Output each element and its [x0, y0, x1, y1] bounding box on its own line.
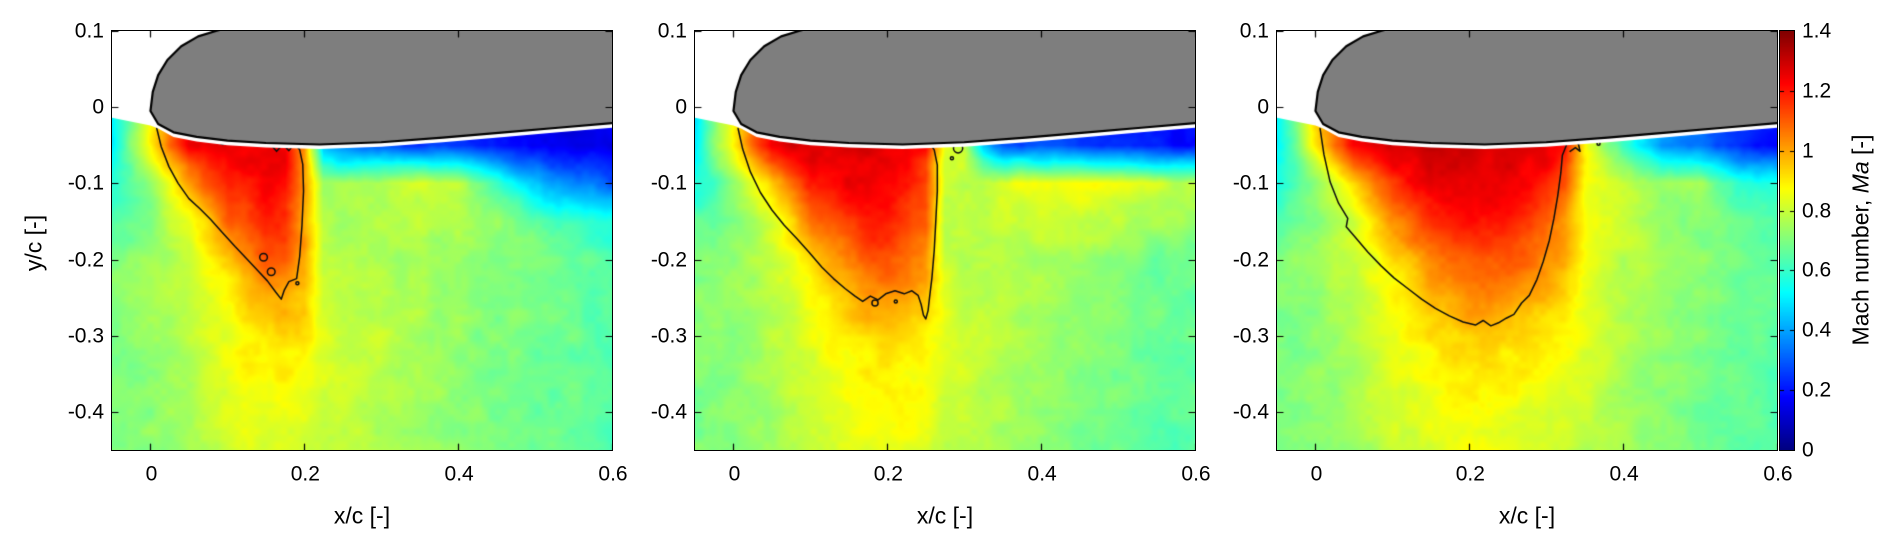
mach-field-canvas-1 [112, 31, 612, 450]
mach-field-canvas-2 [695, 31, 1195, 450]
panel-1-plot [111, 30, 613, 451]
colorbar-tick-label: 1 [1802, 139, 1814, 163]
colorbar-tick-label: 0 [1802, 438, 1814, 462]
x-tick-label-p1: 0.2 [290, 462, 320, 486]
y-tick-label-p1: -0.3 [67, 324, 104, 348]
colorbar-title-unit: [-] [1847, 134, 1874, 162]
y-tick-label-p2: -0.1 [650, 171, 687, 195]
y-tick-label-p1: 0.1 [74, 19, 104, 43]
y-tick-label-p3: 0 [1257, 95, 1269, 119]
x-tick-label-p2: 0.4 [1027, 462, 1057, 486]
colorbar-tick-label: 0.6 [1802, 258, 1832, 282]
x-tick-label-p1: 0.4 [444, 462, 474, 486]
x-tick-label-p2: 0.6 [1181, 462, 1211, 486]
mach-field-canvas-3 [1277, 31, 1777, 450]
panel-3-plot [1276, 30, 1778, 451]
y-tick-label-p2: 0.1 [657, 19, 687, 43]
x-tick-label-p1: 0.6 [598, 462, 628, 486]
colorbar-tick-label: 1.4 [1802, 19, 1832, 43]
x-tick-label-p2: 0.2 [873, 462, 903, 486]
y-tick-label-p3: -0.4 [1232, 400, 1269, 424]
x-tick-label-p3: 0.2 [1455, 462, 1485, 486]
x-axis-title-1: x/c [-] [333, 502, 391, 529]
y-tick-label-p3: 0.1 [1239, 19, 1269, 43]
x-tick-label-p3: 0.6 [1763, 462, 1793, 486]
colorbar [1779, 30, 1795, 451]
y-tick-label-p2: -0.2 [650, 248, 687, 272]
x-axis-title-3: x/c [-] [1498, 502, 1556, 529]
colorbar-tick-label: 1.2 [1802, 79, 1832, 103]
y-tick-label-p3: -0.2 [1232, 248, 1269, 272]
y-tick-label-p3: -0.3 [1232, 324, 1269, 348]
x-tick-label-p3: 0.4 [1609, 462, 1639, 486]
y-tick-label-p1: 0 [92, 95, 104, 119]
y-tick-label-p2: -0.3 [650, 324, 687, 348]
y-tick-label-p3: -0.1 [1232, 171, 1269, 195]
x-tick-label-p2: 0 [728, 462, 741, 486]
y-tick-label-p2: 0 [675, 95, 687, 119]
colorbar-title-text: Mach number, [1847, 193, 1874, 346]
y-tick-label-p1: -0.2 [67, 248, 104, 272]
y-axis-title: y/c [-] [20, 214, 47, 272]
colorbar-canvas [1780, 31, 1794, 450]
x-tick-label-p1: 0 [145, 462, 158, 486]
colorbar-tick-label: 0.8 [1802, 199, 1832, 223]
x-tick-label-p3: 0 [1310, 462, 1323, 486]
colorbar-title: Mach number, Ma [-] [1848, 135, 1875, 346]
colorbar-tick-label: 0.2 [1802, 378, 1832, 402]
y-tick-label-p1: -0.4 [67, 400, 104, 424]
colorbar-title-symbol: Ma [1847, 161, 1874, 194]
panel-2-plot [694, 30, 1196, 451]
y-tick-label-p1: -0.1 [67, 171, 104, 195]
y-tick-label-p2: -0.4 [650, 400, 687, 424]
colorbar-tick-label: 0.4 [1802, 318, 1832, 342]
x-axis-title-2: x/c [-] [916, 502, 974, 529]
